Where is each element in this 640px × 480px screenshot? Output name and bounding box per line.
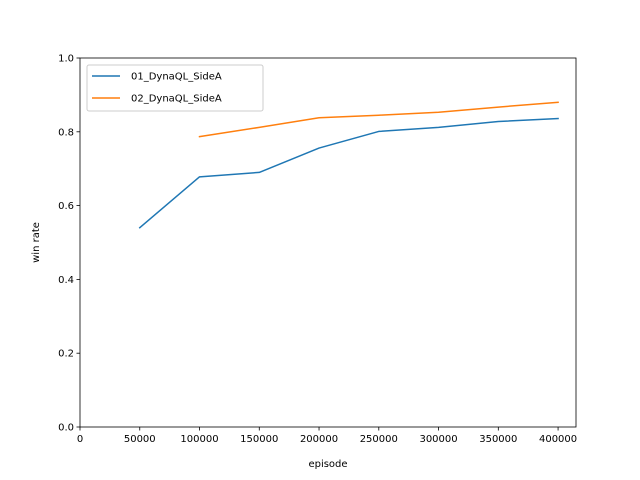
x-axis-ticks: 0 50000 100000 150000 200000 250000 300000 3500… <box>77 427 577 445</box>
series-line-2 <box>198 101 559 138</box>
legend-label-2: 02_DynaQL_SideA <box>131 94 222 105</box>
y-tick-label: 0.6 <box>58 201 74 212</box>
x-tick-label: 300000 <box>419 434 457 445</box>
x-tick-label: 0 <box>77 434 83 445</box>
plot-frame <box>79 57 577 428</box>
x-tick-label: 100000 <box>180 434 218 445</box>
y-axis-ticks: 0.0 0.2 0.4 0.6 0.8 1.0 <box>58 54 80 434</box>
x-tick-label: 350000 <box>479 434 517 445</box>
x-tick-label: 50000 <box>124 434 156 445</box>
legend: 01_DynaQL_SideA 02_DynaQL_SideA <box>86 64 264 112</box>
x-tick-label: 150000 <box>240 434 278 445</box>
series-layer <box>138 101 559 229</box>
y-tick-label: 1.0 <box>58 54 74 65</box>
x-tick-label: 250000 <box>360 434 398 445</box>
x-tick-label: 400000 <box>539 434 577 445</box>
y-tick-label: 0.8 <box>58 127 74 138</box>
y-tick-label: 0.2 <box>58 349 74 360</box>
y-axis-label: win rate <box>31 222 42 263</box>
y-tick-label: 0.4 <box>58 275 74 286</box>
x-tick-label: 200000 <box>300 434 338 445</box>
legend-frame <box>86 64 264 112</box>
legend-label-1: 01_DynaQL_SideA <box>131 72 222 83</box>
x-axis-label: episode <box>308 459 347 470</box>
series-line-1 <box>138 117 559 229</box>
plot-area <box>80 58 576 427</box>
y-tick-label: 0.0 <box>58 423 74 434</box>
